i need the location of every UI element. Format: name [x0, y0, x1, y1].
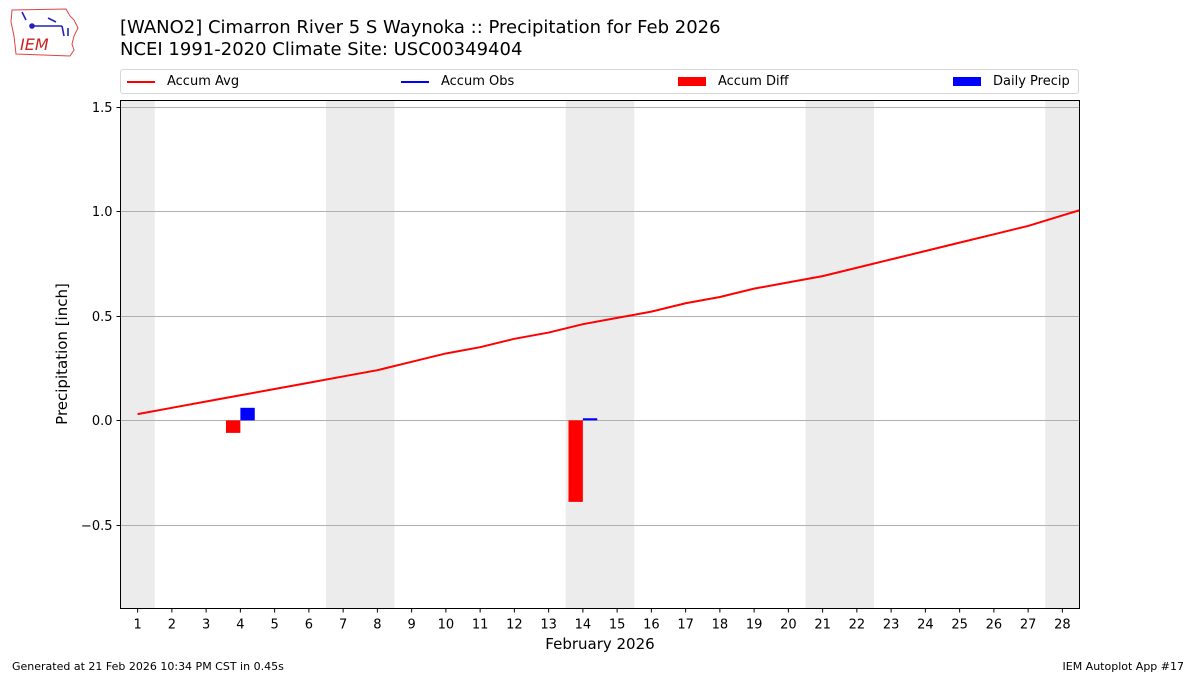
- accum-diff-bar: [568, 420, 583, 502]
- x-tick-label: 12: [506, 618, 523, 633]
- x-axis: 1 2 3 4 5 6 7 8 9 10 11 12 13 14 15 16 17 18 19 20 21 22 23 24 2…: [133, 608, 1071, 633]
- title-line-1: [WANO2] Cimarron River 5 S Waynoka :: Pr…: [120, 17, 721, 38]
- legend-item-accum-obs: Accum Obs: [401, 74, 514, 89]
- x-tick-label: 22: [849, 618, 866, 633]
- weekend-band: [326, 100, 395, 609]
- y-tick-label: 0.0: [92, 414, 113, 429]
- line-series: [137, 209, 1080, 416]
- blue-line-swatch-icon: [401, 80, 429, 83]
- generated-timestamp: Generated at 21 Feb 2026 10:34 PM CST in…: [12, 660, 284, 673]
- y-gridlines: [120, 107, 1080, 526]
- accum-diff-bar: [225, 420, 241, 433]
- app-credit: IEM Autoplot App #17: [1062, 660, 1185, 673]
- weekend-band: [565, 100, 635, 609]
- x-tick-label: 8: [373, 618, 381, 633]
- chart-title: [WANO2] Cimarron River 5 S Waynoka :: Pr…: [120, 17, 721, 61]
- legend-item-accum-avg: Accum Avg: [127, 74, 239, 89]
- y-tick-label: −0.5: [81, 519, 113, 534]
- x-tick-label: 4: [236, 618, 244, 633]
- accum-avg-line: [137, 209, 1080, 416]
- x-tick-label: 27: [1020, 618, 1037, 633]
- weekend-band: [1045, 100, 1080, 609]
- y-tick-label: 0.5: [92, 310, 113, 325]
- y-axis: −0.5 0.0 0.5 1.0 1.5: [81, 101, 121, 534]
- x-tick-label: 17: [677, 618, 694, 633]
- legend-label: Accum Avg: [167, 74, 240, 89]
- y-tick-label: 1.5: [92, 101, 113, 116]
- x-tick-label: 24: [917, 618, 934, 633]
- x-tick-label: 28: [1054, 618, 1071, 633]
- axes-frame: [120, 100, 1080, 609]
- x-tick-label: 18: [712, 618, 729, 633]
- daily-precip-bar: [582, 418, 598, 421]
- x-tick-label: 23: [883, 618, 900, 633]
- legend-label: Accum Obs: [441, 74, 515, 89]
- daily-precip-bar: [240, 407, 255, 421]
- iem-logo: IEM: [10, 8, 79, 57]
- x-tick-label: 5: [270, 618, 278, 633]
- legend: Accum Avg Accum Obs Accum Diff Daily Pre…: [120, 69, 1079, 94]
- x-tick-label: 9: [407, 618, 415, 633]
- weekend-band: [120, 100, 155, 609]
- x-tick-label: 25: [951, 618, 968, 633]
- x-tick-label: 21: [814, 618, 831, 633]
- y-axis-label: Precipitation [inch]: [53, 283, 71, 425]
- x-tick-label: 1: [133, 618, 141, 633]
- blue-patch-swatch-icon: [953, 77, 981, 86]
- x-tick-label: 14: [575, 618, 592, 633]
- legend-item-accum-diff: Accum Diff: [678, 74, 789, 89]
- title-line-2: NCEI 1991-2020 Climate Site: USC00349404: [120, 39, 523, 60]
- red-patch-swatch-icon: [678, 77, 706, 86]
- x-tick-label: 11: [472, 618, 489, 633]
- legend-label: Daily Precip: [993, 74, 1070, 89]
- legend-item-daily-precip: Daily Precip: [953, 74, 1070, 89]
- x-tick-label: 2: [168, 618, 176, 633]
- x-tick-label: 15: [609, 618, 626, 633]
- bar-series: [225, 407, 598, 502]
- logo-text: IEM: [20, 35, 49, 54]
- weekend-band: [805, 100, 874, 609]
- x-tick-label: 3: [202, 618, 210, 633]
- x-tick-label: 16: [643, 618, 660, 633]
- x-axis-label: February 2026: [545, 635, 654, 653]
- weekend-shading: [120, 100, 1080, 609]
- legend-label: Accum Diff: [718, 74, 789, 89]
- x-tick-label: 13: [540, 618, 557, 633]
- weather-station-icon: [21, 11, 69, 37]
- x-tick-label: 20: [780, 618, 797, 633]
- x-tick-label: 6: [305, 618, 313, 633]
- y-tick-label: 1.0: [92, 205, 113, 220]
- x-tick-label: 7: [339, 618, 347, 633]
- red-line-swatch-icon: [127, 80, 155, 83]
- x-tick-label: 19: [746, 618, 763, 633]
- iowa-outline-icon: [10, 8, 79, 57]
- x-tick-label: 26: [986, 618, 1003, 633]
- x-tick-label: 10: [438, 618, 455, 633]
